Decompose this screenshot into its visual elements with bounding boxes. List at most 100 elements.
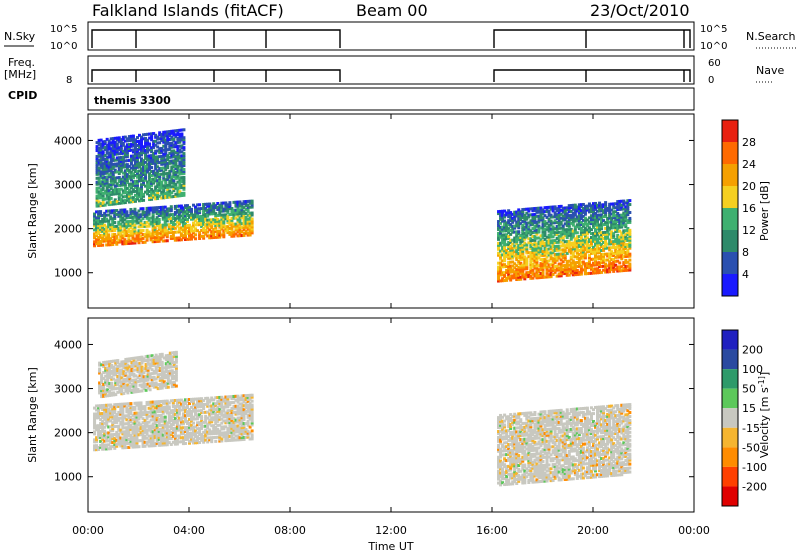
scatter-cell — [121, 141, 125, 145]
scatter-cell — [192, 439, 196, 443]
scatter-cell — [117, 138, 121, 142]
scatter-cell — [160, 196, 164, 200]
scatter-cell — [131, 431, 135, 435]
scatter-cell — [179, 430, 183, 434]
scatter-cell — [531, 248, 535, 252]
scatter-cell — [200, 224, 204, 228]
scatter-cell — [581, 248, 585, 252]
scatter-cell — [133, 185, 137, 189]
scatter-cell — [187, 413, 191, 417]
scatter-cell — [123, 195, 127, 199]
scatter-cell — [174, 192, 178, 196]
scatter-cell — [212, 418, 216, 422]
scatter-cell — [133, 423, 137, 427]
scatter-cell — [503, 253, 507, 257]
scatter-cell — [125, 226, 129, 230]
scatter-cell — [583, 228, 587, 232]
scatter-cell — [117, 140, 121, 144]
scatter-cell — [571, 261, 575, 265]
scatter-cell — [216, 427, 220, 431]
scatter-cell — [135, 429, 139, 433]
scatter-cell — [192, 441, 196, 445]
scatter-cell — [185, 400, 189, 404]
scatter-cell — [533, 244, 537, 248]
scatter-cell — [157, 219, 161, 223]
scatter-cell — [533, 209, 537, 213]
scatter-cell — [218, 429, 222, 433]
scatter-cell — [194, 433, 198, 437]
scatter-cell — [555, 274, 559, 278]
scatter-cell — [198, 221, 202, 225]
scatter-cell — [148, 158, 152, 162]
scatter-cell — [121, 436, 125, 440]
scatter-cell — [153, 210, 157, 214]
scatter-cell — [173, 236, 177, 240]
scatter-cell — [521, 237, 525, 241]
scatter-cell — [216, 419, 220, 423]
scatter-cell — [133, 152, 137, 156]
scatter-cell — [519, 239, 523, 243]
scatter-cell — [561, 210, 565, 214]
scatter-cell — [151, 418, 155, 422]
scatter-cell — [517, 265, 521, 269]
scatter-cell — [511, 216, 515, 220]
scatter-cell — [614, 222, 618, 226]
colorbar-segment — [722, 274, 738, 296]
scatter-cell — [149, 418, 153, 422]
scatter-cell — [101, 183, 105, 187]
scatter-cell — [131, 154, 135, 158]
scatter-cell — [222, 413, 226, 417]
scatter-cell — [573, 237, 577, 241]
scatter-cell — [145, 214, 149, 218]
scatter-cell — [240, 234, 244, 238]
scatter-cell — [587, 216, 591, 220]
scatter-cell — [182, 158, 186, 162]
scatter-cell — [142, 163, 146, 167]
scatter-cell — [156, 183, 160, 187]
scatter-cell — [529, 233, 533, 237]
scatter-cell — [537, 246, 541, 250]
scatter-cell — [117, 432, 121, 436]
scatter-cell — [119, 216, 123, 220]
scatter-cell — [577, 223, 581, 227]
scatter-cell — [585, 244, 589, 248]
scatter-cell — [160, 137, 164, 141]
scatter-cell — [119, 163, 123, 167]
scatter-cell — [97, 220, 101, 224]
scatter-cell — [158, 184, 162, 188]
scatter-cell — [93, 224, 97, 228]
scatter-cell — [113, 186, 117, 190]
scatter-cell — [103, 233, 107, 237]
scatter-cell — [559, 254, 563, 258]
scatter-cell — [131, 168, 135, 172]
scatter-cell — [141, 427, 145, 431]
scatter-cell — [143, 422, 147, 426]
scatter-cell — [228, 430, 232, 434]
scatter-cell — [149, 206, 153, 210]
scatter-cell — [194, 223, 198, 227]
scatter-cell — [123, 214, 127, 218]
scatter-cell — [216, 205, 220, 209]
scatter-cell — [162, 166, 166, 170]
scatter-cell — [515, 224, 519, 228]
scatter-cell — [523, 231, 527, 235]
scatter-cell — [616, 213, 620, 217]
scatter-cell — [123, 151, 127, 155]
y-tick-label: 1000 — [54, 267, 82, 280]
scatter-cell — [626, 254, 630, 258]
scatter-cell — [107, 417, 111, 421]
scatter-cell — [105, 155, 109, 159]
scatter-cell — [602, 203, 606, 207]
scatter-cell — [153, 422, 157, 426]
scatter-cell — [97, 214, 101, 218]
scatter-cell — [583, 206, 587, 210]
scatter-cell — [133, 211, 137, 215]
scatter-cell — [497, 269, 501, 273]
scatter-cell — [185, 237, 189, 241]
scatter-cell — [175, 404, 179, 408]
scatter-cell — [115, 434, 119, 438]
scatter-cell — [101, 197, 105, 201]
scatter-cell — [505, 243, 509, 247]
scatter-cell — [113, 232, 117, 236]
scatter-cell — [127, 441, 131, 445]
